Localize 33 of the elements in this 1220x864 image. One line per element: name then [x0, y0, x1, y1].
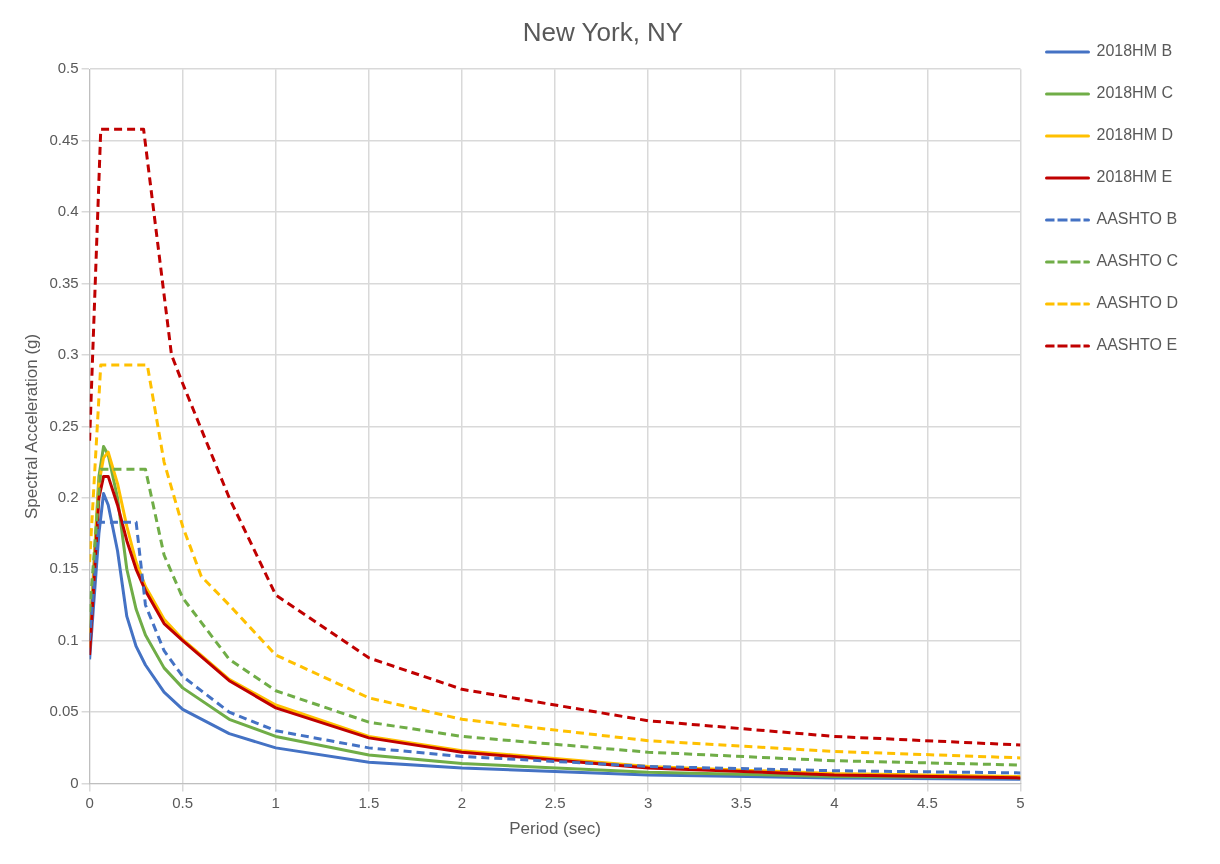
legend-label: AASHTO E [1096, 336, 1178, 354]
x-tick-label: 3 [643, 793, 653, 811]
y-tick-label: 0.05 [49, 702, 79, 720]
legend-label: AASHTO D [1096, 294, 1178, 312]
y-tick-label: 0.1 [57, 630, 79, 648]
y-tick-label: 0.3 [57, 345, 79, 363]
y-tick-label: 0.45 [49, 130, 79, 148]
chart-title: New York, NY [522, 16, 684, 47]
x-tick-label: 1 [271, 793, 280, 811]
legend-label: 2018HM C [1096, 84, 1173, 102]
legend-label: 2018HM B [1096, 42, 1173, 60]
y-tick-label: 0.2 [57, 487, 79, 505]
x-tick-label: 3.5 [730, 793, 752, 811]
x-tick-label: 4.5 [916, 793, 938, 811]
x-tick-label: 0.5 [172, 793, 194, 811]
x-tick-label: 2.5 [544, 793, 566, 811]
x-tick-label: 0 [85, 793, 94, 811]
legend-label: 2018HM E [1096, 168, 1173, 186]
x-tick-label: 4 [830, 793, 839, 811]
y-tick-label: 0.25 [49, 416, 79, 434]
y-axis-title: Spectral Acceleration (g) [21, 333, 41, 519]
legend-label: AASHTO B [1096, 210, 1178, 228]
y-tick-label: 0.15 [49, 559, 79, 577]
legend-label: AASHTO C [1096, 252, 1178, 270]
y-tick-label: 0.5 [57, 59, 79, 77]
x-tick-label: 5 [1016, 793, 1025, 811]
x-tick-label: 2 [457, 793, 467, 811]
y-tick-label: 0.35 [49, 273, 79, 291]
legend-label: 2018HM D [1096, 126, 1173, 144]
x-tick-label: 1.5 [358, 793, 380, 811]
x-axis-title: Period (sec) [509, 819, 601, 839]
y-tick-label: 0 [70, 773, 79, 791]
y-tick-label: 0.4 [57, 202, 79, 220]
